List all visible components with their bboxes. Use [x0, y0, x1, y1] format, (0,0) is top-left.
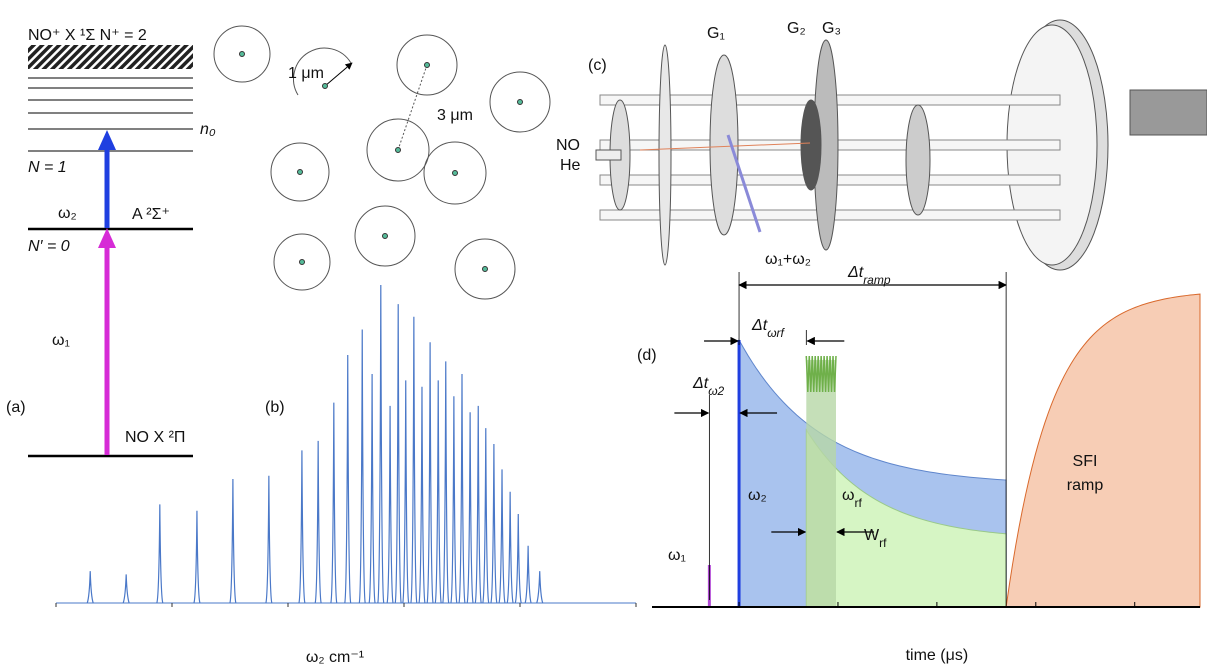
panel-label: (c) — [588, 57, 607, 74]
electrode-label: G₂ — [787, 20, 806, 37]
spectral-peak — [345, 355, 351, 603]
spectral-peak — [315, 441, 321, 603]
spectral-peak — [451, 396, 457, 603]
spectral-peak — [266, 476, 272, 603]
pulse-label: ω₂ — [748, 487, 767, 504]
spectral-peak — [443, 361, 449, 603]
spectral-peak — [123, 574, 129, 603]
spectral-peak — [387, 406, 393, 603]
spectral-peak — [427, 342, 433, 603]
pulse-label-main: W — [864, 527, 880, 544]
pulse-label-sub: rf — [855, 496, 863, 510]
level-label: A ²Σ⁺ — [132, 206, 170, 223]
level-label: NO X ²Π — [125, 429, 185, 446]
spectral-peak — [331, 403, 337, 603]
spectral-peak — [475, 406, 481, 603]
x-axis-label: ω₂ cm⁻¹ — [306, 649, 364, 666]
beam-label: ω₁+ω₂ — [765, 251, 811, 268]
rf-window — [806, 360, 836, 607]
spectral-peak — [537, 571, 543, 603]
sfi-ramp — [1006, 294, 1200, 607]
interval-label: Δtω2 — [692, 375, 725, 398]
spectral-peak — [411, 317, 417, 603]
panel-label: (d) — [637, 347, 657, 364]
electrode-label: G₁ — [707, 25, 725, 42]
x-axis-label: time (μs) — [906, 647, 969, 664]
spectral-peak — [499, 469, 505, 603]
level-label: NO⁺ X ¹Σ N⁺ = 2 — [28, 27, 147, 44]
spectral-peak — [157, 504, 163, 603]
panel-label: (b) — [265, 399, 285, 416]
gas-label: NO — [556, 137, 580, 154]
spectral-peak — [359, 330, 365, 603]
spectral-peak — [435, 380, 441, 603]
apertures — [214, 26, 550, 299]
spectral-peak — [525, 546, 531, 603]
interval-label-main: Δt — [751, 317, 768, 334]
interval-label: Δtramp — [847, 264, 891, 287]
interval-label-main: Δt — [692, 375, 709, 392]
scale-label: 3 μm — [437, 107, 473, 124]
panel-label: (a) — [6, 399, 26, 416]
level-label: N = 1 — [28, 159, 67, 176]
interval-label: Δtωrf — [751, 317, 786, 340]
level-label: N′ = 0 — [28, 238, 70, 255]
spectral-peak — [419, 387, 425, 603]
spectral-peak — [483, 428, 489, 603]
apparatus — [596, 20, 1207, 270]
spectral-peak — [403, 380, 409, 603]
interval-label-main: Δt — [847, 264, 864, 281]
spectral-peak — [507, 492, 513, 603]
ramp-label: ramp — [1067, 477, 1104, 494]
spectral-peak — [491, 444, 497, 603]
spectral-peak — [299, 450, 305, 603]
pulse-label-main: ω — [842, 487, 855, 504]
pulse-label: ω₁ — [668, 547, 686, 564]
spectral-peak — [467, 412, 473, 603]
level-label: n₀ — [200, 121, 216, 138]
ramp-label: SFI — [1073, 453, 1098, 470]
spectral-peak — [378, 285, 384, 603]
scale-label: 1 μm — [288, 65, 324, 82]
transition-label: ω₂ — [58, 205, 77, 222]
spectral-peak — [395, 304, 401, 603]
spectral-peak — [515, 514, 521, 603]
spectral-peak — [369, 374, 375, 603]
spectral-peak — [87, 571, 93, 603]
figure: NO⁺ X ¹Σ N⁺ = 2 n₀ N = 1 ω₂ A ²Σ⁺ N′ = 0 ω₁ (a)… — [0, 0, 1207, 672]
interval-label-sub: ωrf — [767, 326, 785, 340]
spectral-peak — [230, 479, 236, 603]
electrode-label: G₃ — [822, 20, 841, 37]
spectral-peak — [459, 374, 465, 603]
transition-label: ω₁ — [52, 332, 70, 349]
pulse-label-sub: rf — [879, 536, 887, 550]
interval-label-sub: ω2 — [708, 384, 724, 398]
gas-label: He — [560, 157, 581, 174]
interval-label-sub: ramp — [863, 273, 891, 287]
spectral-peak — [194, 511, 200, 603]
